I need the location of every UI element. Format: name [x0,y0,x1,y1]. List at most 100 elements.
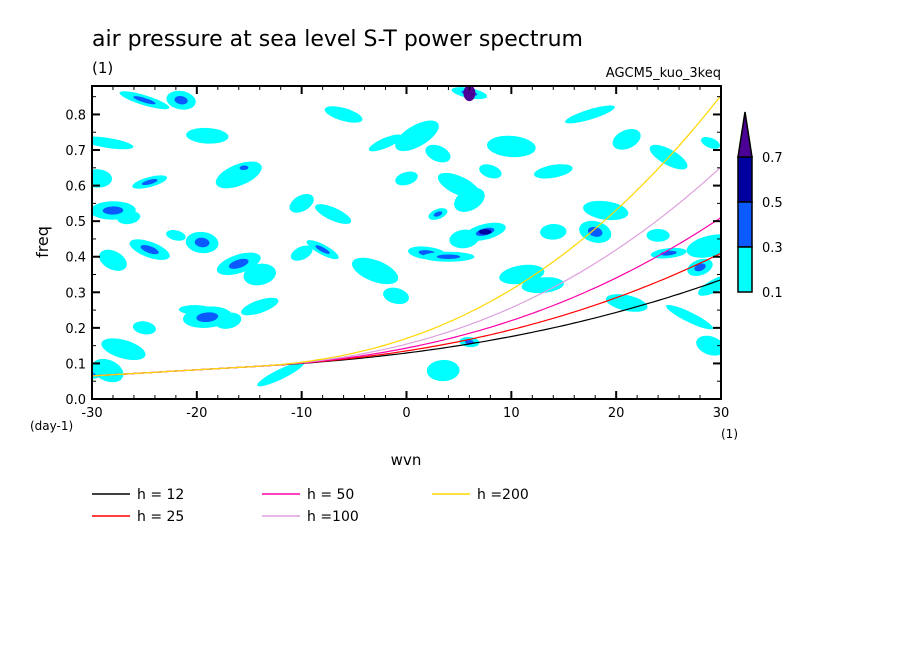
dispersion-curve-200 [92,95,721,377]
contour-patch [117,211,141,225]
colorbar-label: 0.5 [762,196,783,211]
contour-patch-core [694,263,706,272]
contour-patch-max [463,86,476,102]
contour-patch-core [133,96,156,105]
x-tick-label: -30 [81,406,102,421]
colorbar-segment [737,201,753,248]
colorbar-label: 0.3 [762,241,783,256]
y-tick-label: 0.5 [65,215,86,230]
y-tick-label: 0.2 [65,322,86,337]
colorbar: 0.1 0.3 0.5 0.7 [737,111,783,301]
x-tick-label: -10 [291,406,312,421]
chart-title: air pressure at sea level S-T power spec… [92,27,583,52]
contour-patch [383,287,409,305]
y-tick-label: 0.4 [65,251,86,266]
x-tick-label: -20 [186,406,207,421]
legend: h = 12 h = 25 h = 50 h =100 h =200 [92,487,529,525]
contour-patch [166,230,186,241]
y-tick-label: 0.8 [65,108,86,123]
contour-patch [101,338,146,361]
contour-patch-core [102,206,124,215]
y-units-label: (day-1) [30,419,73,433]
contour-patch [395,171,418,186]
contour-patch-core [174,95,188,105]
y-tick-label: 0.7 [65,144,86,159]
y-tick-label: 0.3 [65,286,86,301]
y-tick-label: 0.1 [65,357,86,372]
contour-patch [351,257,399,285]
contour-patch [426,359,460,382]
contour-patch [646,228,670,242]
legend-label: h =200 [477,487,529,503]
contour-patch [479,164,502,179]
x-tick-label: 10 [503,406,520,421]
contour-patch [686,234,721,258]
contour-patch [425,144,451,163]
contour-patch [215,161,262,189]
contour-patch [533,164,573,179]
contour-patch [99,249,127,271]
y-tick-label: 0.6 [65,180,86,195]
contour-patch [486,135,536,158]
contour-patch-peak [478,229,492,235]
contour-patch [324,106,363,123]
dispersion-curves [92,95,721,377]
contour-patch [696,335,721,356]
x-units-label: (1) [721,427,738,441]
colorbar-label: 0.1 [762,286,783,301]
x-tick-label: 30 [713,406,730,421]
contour-patch [612,129,641,150]
units-label: (1) [92,59,113,77]
contour-patch [583,200,629,221]
contour-patch [368,134,403,152]
y-tick-label: 0.0 [65,393,86,408]
axis-ticks: -30 -20 -10 0 10 20 30 0.0 0.1 0.2 0.3 0.4 0.5 0.6 0.7… [65,86,729,421]
run-label: AGCM5_kuo_3keq [606,66,721,81]
contour-patch [257,361,305,387]
contour-patch-core [194,237,210,248]
colorbar-segment [737,246,753,293]
contour-patch-core [433,211,443,217]
contour-patch [290,245,313,261]
contour-patch-core [140,244,159,255]
contour-patch-core [239,165,249,171]
contour-patch [521,277,564,294]
dispersion-curve-100 [92,166,721,377]
contour-patch [243,263,276,286]
x-tick-label: 0 [402,406,410,421]
contour-patch [698,274,721,296]
contour-patch [701,136,720,149]
legend-label: h =100 [307,509,359,525]
contour-patch [437,172,480,199]
contour-patch-core [436,254,461,259]
contour-patch [215,312,242,329]
x-tick-label: 20 [608,406,625,421]
contour-patch-core [228,258,249,269]
contour-patch-core [196,312,219,323]
y-axis-label: freq [33,226,52,258]
legend-label: h = 50 [307,487,354,503]
contour-patch-core [315,245,330,254]
contour-fill-layer [92,86,721,387]
contour-patch [241,297,279,316]
contour-patch [92,358,124,383]
x-axis-label: wvn [391,451,422,469]
contour-patch [92,136,134,150]
contour-patch [540,224,567,240]
colorbar-segment [737,156,753,203]
contour-patch-core [587,226,603,237]
colorbar-extend-triangle [737,111,753,158]
legend-label: h = 25 [137,509,184,525]
contour-patch [666,304,714,330]
contour-patch [132,321,156,335]
contour-patch-core [141,179,158,186]
contour-patch [605,294,648,312]
contour-patch [186,127,229,144]
contour-patch [395,120,439,152]
colorbar-label: 0.7 [762,151,783,166]
contour-patch [315,204,352,224]
contour-patch [92,169,113,188]
legend-label: h = 12 [137,487,184,503]
contour-patch [289,194,314,213]
